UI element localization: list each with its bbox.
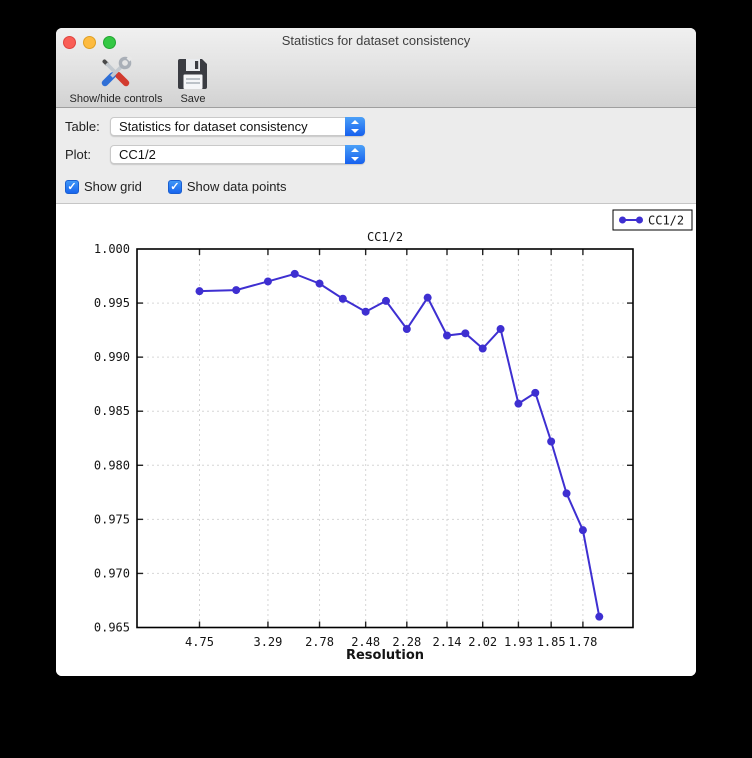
chart-series — [195, 269, 604, 621]
svg-text:0.985: 0.985 — [94, 404, 130, 418]
traffic-lights — [63, 36, 116, 49]
app-window: Statistics for dataset consistency Show/… — [56, 28, 696, 676]
show-hide-controls-button[interactable]: Show/hide controls — [63, 54, 169, 105]
zoom-button[interactable] — [103, 36, 116, 49]
chart-area: 4.75 3.29 2.78 2.48 2.28 2.14 2.02 1.93 1.85 1.78… — [56, 204, 696, 676]
chart-axes — [136, 248, 634, 629]
chevron-up-down-icon — [345, 145, 365, 164]
data-point — [595, 612, 604, 621]
show-hide-controls-label: Show/hide controls — [69, 93, 163, 105]
window-title: Statistics for dataset consistency — [281, 33, 471, 48]
controls-panel: Table: Statistics for dataset consistenc… — [56, 108, 696, 204]
data-point — [562, 489, 571, 498]
data-point — [232, 286, 241, 295]
show-grid-label: Show grid — [84, 179, 142, 194]
tools-icon — [97, 54, 135, 92]
save-label: Save — [180, 93, 206, 105]
data-point — [290, 269, 299, 278]
x-axis-label: Resolution — [346, 648, 424, 663]
data-point — [547, 437, 556, 446]
checkbox-row: ✓ Show grid ✓ Show data points — [65, 179, 287, 194]
chart-legend: CC1/2 — [612, 209, 693, 231]
data-point — [496, 325, 505, 334]
data-point — [402, 325, 411, 334]
svg-text:2.48: 2.48 — [351, 635, 380, 649]
svg-text:2.02: 2.02 — [468, 635, 497, 649]
data-point — [195, 287, 204, 296]
plot-dropdown[interactable]: CC1/2 — [110, 145, 365, 164]
window-chrome: Statistics for dataset consistency Show/… — [56, 28, 696, 108]
data-point — [478, 344, 487, 353]
svg-text:2.78: 2.78 — [305, 635, 334, 649]
plot-label: Plot: — [65, 147, 92, 162]
data-point — [361, 307, 370, 316]
data-point — [263, 277, 272, 286]
chevron-up-down-icon — [345, 117, 365, 136]
show-data-points-checkbox[interactable]: ✓ — [167, 179, 182, 194]
close-button[interactable] — [63, 36, 76, 49]
data-point — [381, 296, 390, 305]
save-icon — [176, 54, 210, 92]
titlebar: Statistics for dataset consistency — [56, 28, 696, 52]
chart-labels: 4.75 3.29 2.78 2.48 2.28 2.14 2.02 1.93 1.85 1.78… — [94, 230, 597, 663]
table-label: Table: — [65, 119, 100, 134]
data-point — [578, 526, 587, 535]
data-point — [315, 279, 324, 288]
show-data-points-label: Show data points — [186, 179, 287, 194]
svg-text:3.29: 3.29 — [253, 635, 282, 649]
data-point — [514, 399, 523, 408]
data-point — [531, 388, 540, 397]
svg-text:1.93: 1.93 — [504, 635, 533, 649]
svg-text:2.28: 2.28 — [392, 635, 421, 649]
svg-text:1.78: 1.78 — [568, 635, 597, 649]
cc-half-line-chart: 4.75 3.29 2.78 2.48 2.28 2.14 2.02 1.93 1.85 1.78… — [94, 209, 693, 663]
save-button[interactable]: Save — [171, 54, 215, 105]
show-grid-checkbox[interactable]: ✓ — [65, 179, 79, 194]
data-point — [423, 293, 432, 302]
table-dropdown[interactable]: Statistics for dataset consistency — [110, 117, 365, 136]
svg-text:0.995: 0.995 — [94, 296, 130, 310]
table-dropdown-value: Statistics for dataset consistency — [119, 119, 308, 134]
svg-text:0.980: 0.980 — [94, 458, 130, 472]
minimize-button[interactable] — [83, 36, 96, 49]
chart-title: CC1/2 — [367, 230, 403, 244]
svg-text:0.975: 0.975 — [94, 512, 130, 526]
plot-dropdown-value: CC1/2 — [119, 147, 156, 162]
data-point — [461, 329, 470, 338]
svg-text:2.14: 2.14 — [433, 635, 462, 649]
chart-grid — [137, 249, 633, 628]
svg-text:1.000: 1.000 — [94, 242, 130, 256]
svg-text:0.965: 0.965 — [94, 621, 130, 635]
svg-text:1.85: 1.85 — [537, 635, 566, 649]
data-point — [443, 331, 451, 340]
data-point — [338, 294, 347, 303]
svg-text:0.990: 0.990 — [94, 350, 130, 364]
svg-text:0.970: 0.970 — [94, 566, 130, 580]
legend-label: CC1/2 — [648, 214, 684, 228]
svg-text:4.75: 4.75 — [185, 635, 214, 649]
series-line — [199, 272, 601, 617]
